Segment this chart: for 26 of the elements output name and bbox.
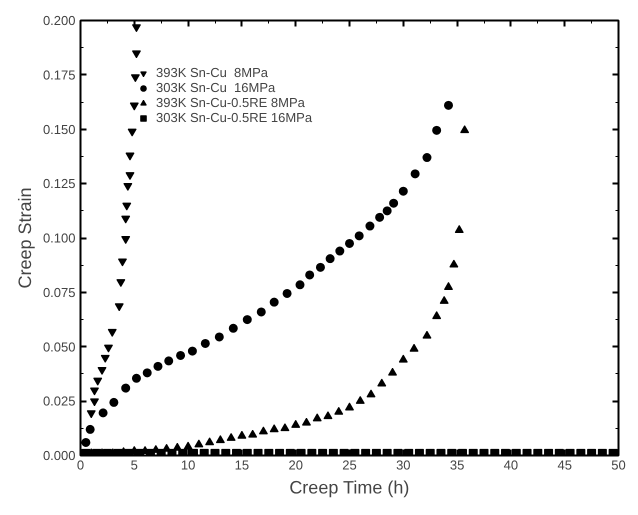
y-tick-label: 0.050: [42, 339, 76, 354]
y-axis-title: Creep Strain: [14, 187, 35, 289]
y-tick-label: 0.025: [42, 394, 76, 409]
legend-label: 393K Sn-Cu-0.5RE 8MPa: [156, 95, 305, 110]
legend-label: 393K Sn-Cu 8MPa: [156, 65, 268, 80]
y-tick-label: 0.000: [42, 448, 76, 463]
y-tick-label: 0.175: [42, 67, 76, 82]
x-tick-label: 40: [504, 458, 518, 472]
x-axis-title: Creep Time (h): [289, 478, 410, 498]
y-tick-label: 0.200: [42, 13, 76, 28]
x-tick-label: 20: [288, 458, 303, 472]
y-tick-label: 0.075: [42, 284, 76, 300]
x-tick-label: 35: [450, 458, 464, 472]
x-tick-label: 15: [234, 458, 250, 472]
x-tick-label: 30: [396, 458, 411, 472]
x-tick-label: 50: [611, 458, 626, 472]
y-tick-label: 0.100: [42, 230, 76, 246]
legend-label: 303K Sn-Cu-0.5RE 16MPa: [156, 110, 312, 125]
x-tick-label: 10: [180, 458, 196, 472]
x-tick-label: 45: [557, 458, 572, 472]
legend-label: 303K Sn-Cu 16MPa: [156, 80, 276, 95]
y-tick-label: 0.125: [42, 176, 76, 192]
x-tick-label: 25: [342, 458, 357, 472]
y-tick-label: 0.150: [42, 122, 76, 137]
x-tick-label: 5: [130, 458, 138, 472]
x-tick-label: 0: [76, 458, 84, 472]
